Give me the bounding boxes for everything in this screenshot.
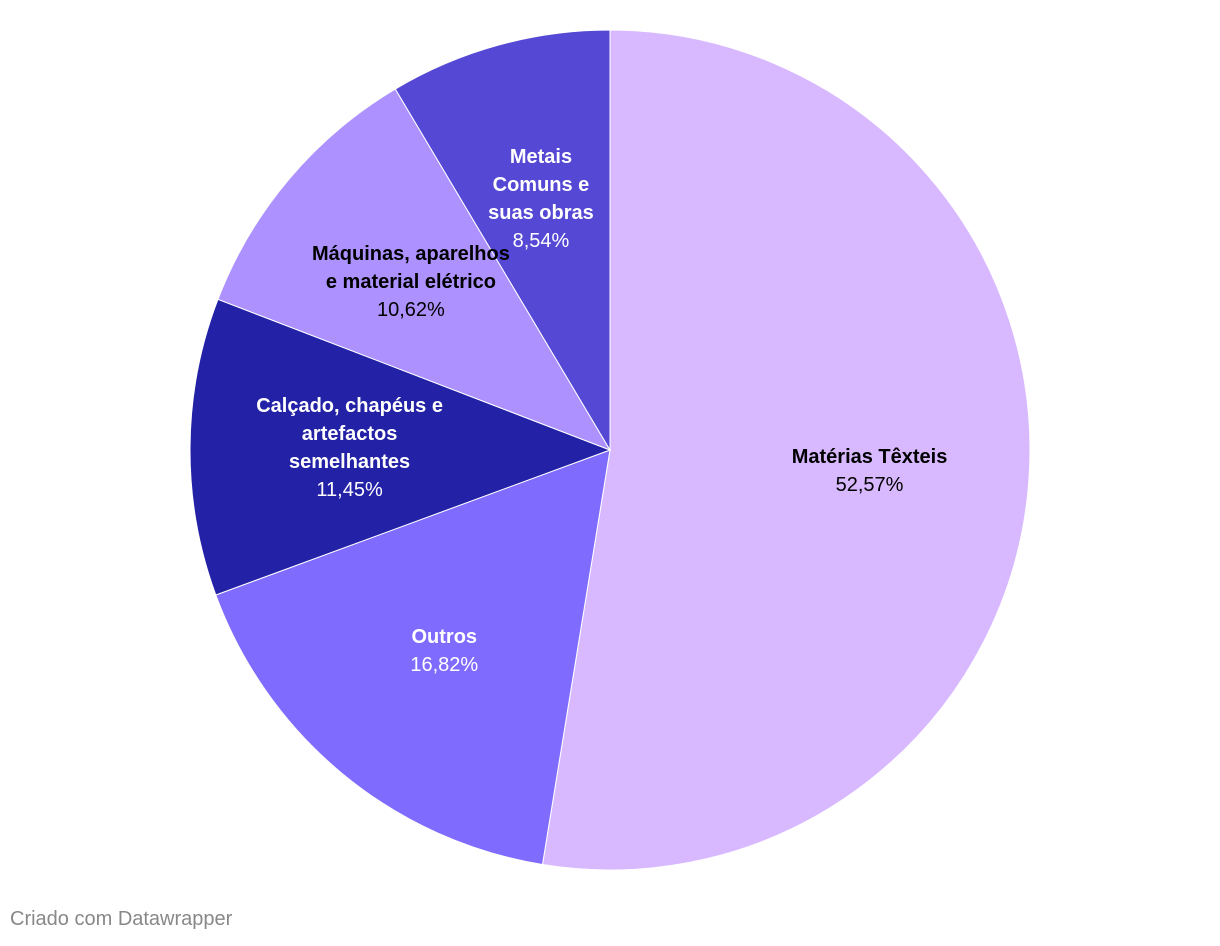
category-label: Outros (411, 625, 478, 648)
category-label: Matérias Têxteis (791, 446, 948, 468)
slice (394, 29, 611, 452)
slice-label: Metais Comuns e suas obras 8,54% (471, 143, 611, 255)
value-label: 8,54% (512, 229, 570, 252)
slice-label: Máquinas, aparelhos e material elétrico 1… (311, 240, 511, 324)
value-label: 11,45% (316, 479, 383, 502)
credit: Criado com Datawrapper (10, 908, 233, 930)
value-label: 10,62% (377, 299, 445, 322)
slice-label: Outros 16,82% (344, 623, 544, 679)
slice (189, 298, 612, 596)
category-label: Metais Comuns e suas obras (488, 145, 594, 224)
value-label: 16,82% (410, 653, 479, 676)
value-label: 52,57% (835, 474, 904, 496)
slice (541, 29, 1031, 871)
slice (215, 449, 611, 866)
slice-label: Calçado, chapéus e artefactos semelhante… (250, 392, 450, 504)
slice (217, 88, 612, 451)
slice-label: Matérias Têxteis 52,57% (770, 443, 970, 499)
category-label: Máquinas, aparelhos e material elétrico (312, 243, 510, 294)
category-label: Calçado, chapéus e artefactos semelhante… (256, 395, 443, 474)
